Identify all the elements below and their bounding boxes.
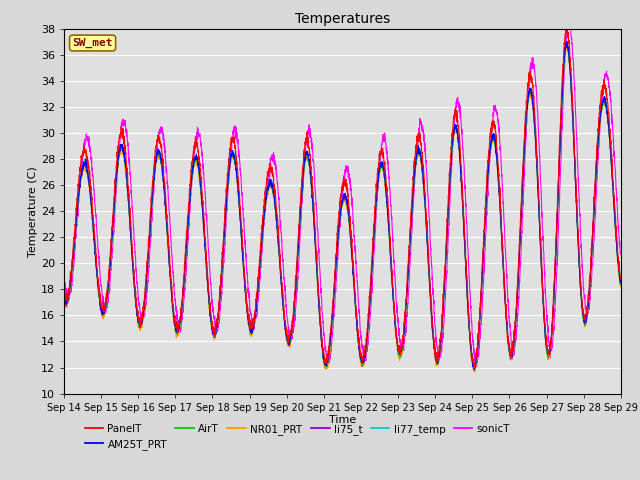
AirT bbox=[124, 186, 131, 192]
PanelT bbox=[546, 344, 554, 349]
NR01_PRT bbox=[157, 155, 164, 161]
li75_t bbox=[563, 39, 571, 45]
sonicT bbox=[473, 363, 481, 369]
Line: AirT: AirT bbox=[64, 44, 621, 369]
NR01_PRT bbox=[298, 196, 305, 202]
li77_temp bbox=[60, 294, 68, 300]
li77_temp bbox=[470, 364, 478, 370]
NR01_PRT bbox=[124, 189, 131, 195]
Legend: PanelT, AM25T_PRT, AirT, NR01_PRT, li75_t, li77_temp, sonicT: PanelT, AM25T_PRT, AirT, NR01_PRT, li75_… bbox=[81, 420, 514, 454]
NR01_PRT bbox=[617, 282, 625, 288]
li75_t bbox=[298, 191, 305, 197]
sonicT bbox=[274, 181, 282, 187]
PanelT bbox=[124, 169, 131, 175]
Title: Temperatures: Temperatures bbox=[295, 12, 390, 26]
Y-axis label: Temperature (C): Temperature (C) bbox=[28, 166, 38, 257]
AirT bbox=[617, 281, 625, 287]
AM25T_PRT bbox=[60, 292, 68, 298]
NR01_PRT bbox=[471, 369, 479, 374]
sonicT bbox=[124, 138, 131, 144]
AirT bbox=[274, 229, 282, 235]
AirT bbox=[298, 193, 305, 199]
li75_t bbox=[470, 367, 478, 373]
PanelT bbox=[298, 180, 305, 186]
AM25T_PRT bbox=[470, 365, 478, 371]
Text: SW_met: SW_met bbox=[72, 38, 113, 48]
PanelT bbox=[470, 366, 477, 372]
NR01_PRT bbox=[563, 41, 570, 47]
Line: li75_t: li75_t bbox=[64, 42, 621, 370]
li75_t bbox=[546, 348, 554, 353]
li77_temp bbox=[546, 346, 554, 352]
sonicT bbox=[566, 15, 573, 21]
li77_temp bbox=[606, 141, 614, 147]
Line: li77_temp: li77_temp bbox=[64, 42, 621, 367]
NR01_PRT bbox=[606, 145, 614, 151]
AirT bbox=[606, 140, 614, 145]
sonicT bbox=[617, 250, 625, 255]
PanelT bbox=[606, 127, 614, 132]
AirT bbox=[546, 350, 554, 356]
PanelT bbox=[562, 24, 570, 29]
li75_t bbox=[157, 152, 164, 158]
NR01_PRT bbox=[546, 351, 554, 357]
NR01_PRT bbox=[60, 296, 68, 301]
AM25T_PRT bbox=[157, 153, 164, 158]
AM25T_PRT bbox=[564, 39, 572, 45]
sonicT bbox=[60, 275, 68, 281]
sonicT bbox=[157, 131, 164, 136]
sonicT bbox=[546, 351, 554, 357]
AM25T_PRT bbox=[617, 279, 625, 285]
PanelT bbox=[617, 276, 625, 282]
li77_temp bbox=[274, 228, 282, 233]
li75_t bbox=[617, 280, 625, 286]
li75_t bbox=[60, 293, 68, 299]
AM25T_PRT bbox=[606, 141, 614, 146]
PanelT bbox=[274, 213, 282, 219]
li77_temp bbox=[124, 185, 131, 191]
AM25T_PRT bbox=[274, 227, 282, 233]
AM25T_PRT bbox=[546, 348, 554, 354]
X-axis label: Time: Time bbox=[329, 415, 356, 425]
sonicT bbox=[606, 93, 614, 98]
sonicT bbox=[298, 207, 305, 213]
li77_temp bbox=[617, 280, 625, 286]
li77_temp bbox=[157, 154, 164, 160]
AirT bbox=[157, 155, 164, 161]
li75_t bbox=[274, 228, 282, 233]
AirT bbox=[471, 366, 479, 372]
AirT bbox=[60, 294, 68, 300]
li77_temp bbox=[298, 191, 305, 197]
PanelT bbox=[157, 142, 164, 147]
PanelT bbox=[60, 286, 68, 291]
li77_temp bbox=[563, 39, 571, 45]
NR01_PRT bbox=[274, 232, 282, 238]
li75_t bbox=[606, 140, 614, 145]
AM25T_PRT bbox=[298, 192, 305, 198]
li75_t bbox=[124, 184, 131, 190]
Line: PanelT: PanelT bbox=[64, 26, 621, 369]
Line: sonicT: sonicT bbox=[64, 18, 621, 366]
AM25T_PRT bbox=[124, 184, 131, 190]
Line: NR01_PRT: NR01_PRT bbox=[64, 44, 621, 372]
Line: AM25T_PRT: AM25T_PRT bbox=[64, 42, 621, 368]
AirT bbox=[563, 41, 571, 47]
